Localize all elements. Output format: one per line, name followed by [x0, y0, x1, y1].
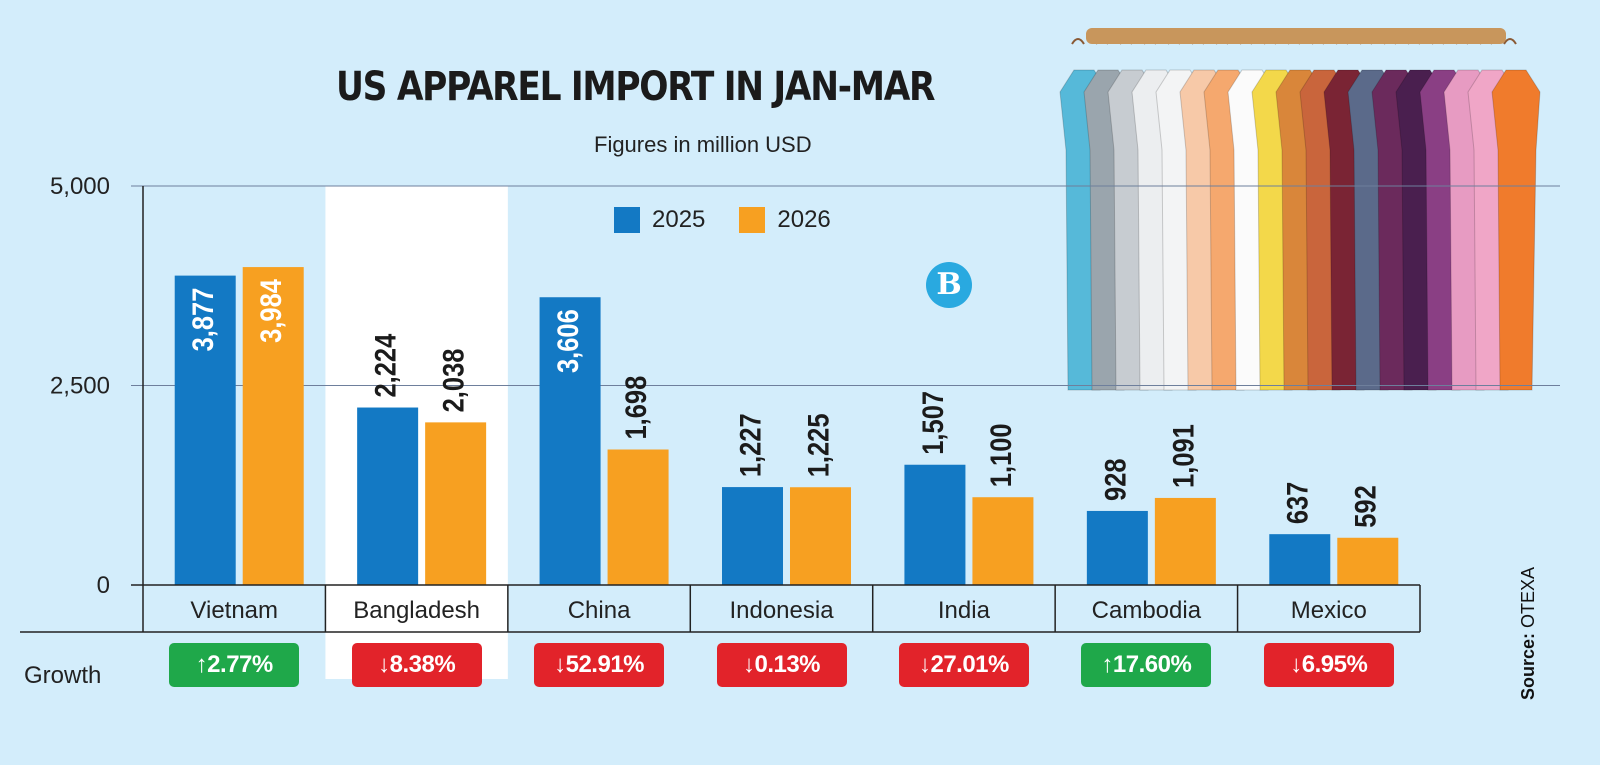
x-tick-label: Vietnam [190, 597, 278, 624]
x-tick-label: Indonesia [729, 597, 834, 624]
growth-badge: ↓52.91% [534, 643, 665, 687]
x-tick-label: Mexico [1291, 597, 1367, 624]
legend-swatch-2026 [739, 207, 766, 233]
data-label: 637 [1281, 482, 1314, 525]
bar-2025 [174, 275, 236, 585]
bar-2026 [425, 422, 487, 585]
data-label: 928 [1098, 458, 1131, 501]
y-tick-label: 2,500 [50, 373, 110, 400]
data-label: 2,038 [437, 349, 470, 413]
bar-2025 [539, 297, 601, 585]
hanger-icon [1503, 38, 1517, 45]
hanger-icon [1071, 38, 1085, 45]
bar-2026 [242, 267, 304, 585]
bar-2025 [722, 487, 783, 585]
growth-badge: ↓8.38% [351, 643, 482, 687]
data-label: 1,507 [916, 391, 949, 455]
x-tick-label: China [568, 597, 631, 624]
bar-2025 [1086, 510, 1148, 585]
growth-badge: ↑2.77% [169, 643, 300, 687]
data-label: 2,224 [369, 333, 402, 397]
legend: 2025 2026 [614, 206, 853, 234]
x-tick-label: Cambodia [1092, 597, 1202, 624]
chart-title: US APPAREL IMPORT IN JAN-MAR [336, 64, 936, 110]
growth-badge: ↓27.01% [898, 643, 1029, 687]
legend-label-2026: 2026 [777, 206, 831, 233]
legend-swatch-2025 [614, 207, 640, 233]
rack-rod [1086, 28, 1506, 44]
source-note: Source: OTEXA [1518, 567, 1539, 700]
data-label: 592 [1349, 485, 1382, 528]
data-label: 3,877 [186, 288, 219, 352]
data-label: 3,984 [254, 279, 287, 343]
growth-badge: ↓0.13% [716, 643, 847, 687]
x-tick-label: Bangladesh [353, 597, 480, 624]
bar-2026 [1337, 537, 1399, 585]
bar-2025 [1269, 534, 1331, 585]
data-label: 3,606 [551, 309, 584, 373]
bar-2026 [1154, 497, 1216, 585]
bar-2025 [357, 407, 419, 585]
chart-subtitle: Figures in million USD [594, 132, 812, 157]
brand-logo: B [926, 262, 972, 308]
source-label: Source: [1518, 632, 1538, 700]
bar-2026 [972, 497, 1034, 585]
data-label: 1,100 [984, 423, 1017, 487]
legend-label-2025: 2025 [652, 206, 706, 233]
growth-badge: ↑17.60% [1081, 643, 1212, 687]
data-label: 1,091 [1166, 424, 1199, 488]
growth-row-label: Growth [24, 662, 102, 689]
y-tick-label: 5,000 [50, 173, 110, 200]
x-tick-label: India [938, 597, 991, 624]
bar-2025 [904, 464, 966, 585]
bar-2026 [790, 487, 851, 585]
data-label: 1,698 [619, 376, 652, 440]
source-value: OTEXA [1518, 566, 1538, 628]
y-tick-label: 0 [97, 572, 110, 599]
data-label: 1,225 [801, 413, 834, 477]
shirt-icon [1491, 69, 1541, 391]
clothes-rack-illustration [1059, 28, 1541, 391]
growth-badge: ↓6.95% [1263, 643, 1394, 687]
bar-2026 [607, 449, 669, 585]
data-label: 1,227 [733, 413, 766, 477]
